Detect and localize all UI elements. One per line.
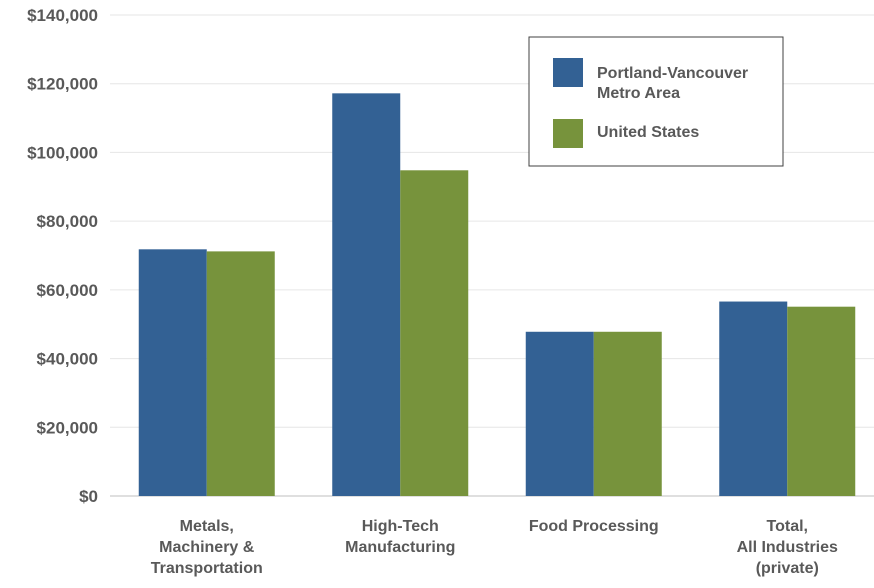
bar-series1-cat1	[400, 170, 469, 496]
y-tick-label: $20,000	[37, 418, 98, 437]
y-tick-label: $100,000	[27, 143, 98, 162]
y-tick-label: $120,000	[27, 75, 98, 94]
legend-swatch	[553, 119, 583, 148]
y-tick-label: $60,000	[37, 281, 98, 300]
y-tick-label: $140,000	[27, 6, 98, 25]
x-tick-label-line: Metals,	[180, 518, 234, 535]
legend-label-line: Metro Area	[597, 85, 680, 102]
legend-label-line: United States	[597, 124, 699, 141]
legend-label: United States	[597, 124, 699, 141]
x-tick-label: Food Processing	[529, 518, 659, 535]
x-axis-tick-labels: Metals, Machinery & Transportation High-Tec…	[151, 518, 838, 577]
bar-series0-cat3	[719, 301, 788, 496]
y-tick-label: $40,000	[37, 350, 98, 369]
bar-series0-cat0	[138, 249, 207, 496]
x-tick-label: High-Tech Manufacturing	[345, 518, 455, 556]
bar-series1-cat0	[206, 251, 275, 496]
x-tick-label-line: Machinery &	[159, 539, 255, 556]
x-tick-label-line: Manufacturing	[345, 539, 455, 556]
bar-series1-cat2	[593, 331, 662, 496]
legend-label-line: Portland-Vancouver	[597, 65, 748, 82]
legend-swatch	[553, 58, 583, 87]
x-tick-label-line: All Industries	[737, 539, 838, 556]
x-tick-label-line: Transportation	[151, 560, 263, 577]
bar-series1-cat3	[787, 306, 856, 496]
y-axis-tick-labels: $0 $20,000 $40,000 $60,000 $80,000 $100,000 $1…	[27, 6, 98, 506]
legend-label: Portland-Vancouver Metro Area	[597, 65, 748, 102]
y-tick-label: $0	[79, 487, 98, 506]
x-tick-label: Metals, Machinery & Transportation	[151, 518, 263, 577]
x-tick-label-line: Food Processing	[529, 518, 659, 535]
x-tick-label: Total, All Industries (private)	[737, 518, 838, 577]
legend: Portland-Vancouver Metro Area United State…	[528, 36, 784, 167]
bars	[138, 93, 856, 496]
x-tick-label-line: Total,	[767, 518, 808, 535]
y-tick-label: $80,000	[37, 212, 98, 231]
bar-series0-cat1	[332, 93, 401, 496]
x-tick-label-line: (private)	[756, 560, 819, 577]
x-tick-label-line: High-Tech	[362, 518, 439, 535]
bar-series0-cat2	[525, 331, 594, 496]
